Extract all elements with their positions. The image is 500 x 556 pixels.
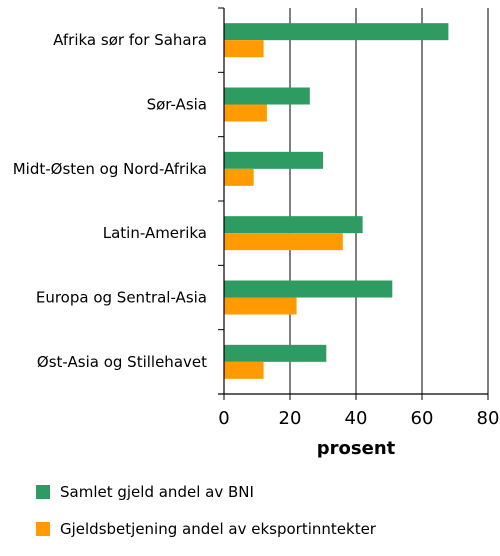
bar-1-1 <box>224 23 449 41</box>
bar-1-3 <box>224 151 323 169</box>
legend-label-series-1: Samlet gjeld andel av BNI <box>60 483 254 501</box>
x-tick-label-80: 80 <box>477 408 500 429</box>
bar-2-1 <box>224 40 264 58</box>
category-label-5: Europa og Sentral-Asia <box>36 289 207 307</box>
legend-swatch-series-2 <box>36 522 50 536</box>
bar-1-4 <box>224 216 363 234</box>
bar-1-2 <box>224 87 310 105</box>
x-tick-label-60: 60 <box>411 408 434 429</box>
x-tick-label-20: 20 <box>279 408 302 429</box>
legend-item-series-2: Gjeldsbetjening andel av eksportinntekte… <box>36 519 496 539</box>
category-label-1: Afrika sør for Sahara <box>53 31 207 49</box>
category-label-6: Øst-Asia og Stillehavet <box>37 353 207 371</box>
bar-2-2 <box>224 104 267 122</box>
bar-1-6 <box>224 344 327 362</box>
x-tick-label-40: 40 <box>345 408 368 429</box>
chart: Afrika sør for Sahara Sør-Asia Midt-Østen … <box>13 7 500 459</box>
category-label-3: Midt-Østen og Nord-Afrika <box>13 160 207 178</box>
legend-label-series-2: Gjeldsbetjening andel av eksportinntekte… <box>60 520 376 538</box>
legend-swatch-series-1 <box>36 485 50 499</box>
bar-2-3 <box>224 168 254 186</box>
legend: Samlet gjeld andel av BNI Gjeldsbetjenin… <box>36 482 496 556</box>
category-label-2: Sør-Asia <box>147 96 207 114</box>
bar-2-5 <box>224 297 297 315</box>
legend-item-series-1: Samlet gjeld andel av BNI <box>36 482 496 502</box>
x-axis-label: prosent <box>317 438 396 459</box>
category-label-4: Latin-Amerika <box>103 224 207 242</box>
bar-2-6 <box>224 361 264 379</box>
bar-2-4 <box>224 233 343 251</box>
bar-chart: Afrika sør for Sahara Sør-Asia Midt-Østen … <box>13 7 500 459</box>
x-tick-label-0: 0 <box>218 408 229 429</box>
bar-1-5 <box>224 280 393 298</box>
